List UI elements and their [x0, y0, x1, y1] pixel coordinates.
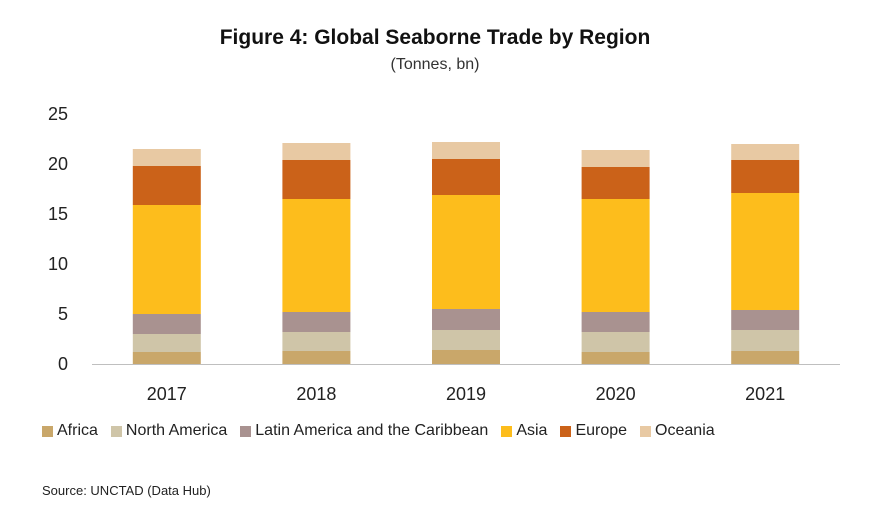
legend-label: Asia [516, 422, 548, 439]
source-note: Source: UNCTAD (Data Hub) [42, 483, 211, 498]
bar-segment [731, 310, 800, 330]
legend-item: Europe [560, 422, 627, 440]
bar-segment [731, 193, 800, 310]
y-tick-label: 25 [48, 104, 68, 124]
bar-segment [282, 199, 351, 312]
y-tick-label: 5 [58, 304, 68, 324]
legend-item: North America [110, 422, 228, 440]
legend-swatch [110, 425, 122, 437]
legend-swatch [240, 425, 252, 437]
y-tick-label: 20 [48, 154, 68, 174]
stacked-bar-chart: 0 5 10 15 20 25 2017 2018 2019 2020 2021 [48, 104, 840, 404]
legend-item: Oceania [640, 422, 715, 440]
bar-segment [282, 351, 351, 364]
bar-segment [282, 160, 351, 199]
bars [132, 142, 800, 364]
x-axis: 2017 2018 2019 2020 2021 [147, 384, 785, 404]
legend-item: Latin America and the Caribbean [240, 422, 488, 440]
bar-segment [581, 199, 650, 312]
bar-segment [432, 195, 500, 309]
legend-swatch [640, 425, 652, 437]
y-tick-label: 10 [48, 254, 68, 274]
bar-segment [731, 351, 800, 364]
bar-segment [282, 143, 351, 160]
bar-segment [282, 332, 351, 351]
bar-segment [132, 205, 201, 314]
bar-segment [132, 166, 201, 205]
chart-subtitle: (Tonnes, bn) [390, 56, 480, 73]
y-axis: 0 5 10 15 20 25 [48, 104, 68, 374]
bar-segment [432, 142, 500, 159]
x-tick-label: 2018 [296, 384, 336, 404]
bar-segment [132, 334, 201, 352]
legend-label: Oceania [655, 422, 715, 439]
y-tick-label: 0 [58, 354, 68, 374]
bar-segment [581, 332, 650, 352]
x-tick-label: 2019 [446, 384, 486, 404]
bar-segment [132, 149, 201, 166]
bar-segment [432, 309, 500, 330]
legend-label: Africa [57, 422, 98, 439]
x-tick-label: 2017 [147, 384, 187, 404]
legend-swatch [42, 425, 53, 437]
legend: Africa North America Latin America and the… [42, 422, 728, 440]
legend-swatch [560, 425, 572, 437]
legend-label: Latin America and the Caribbean [255, 422, 489, 439]
bar-segment [581, 352, 650, 364]
x-tick-label: 2021 [745, 384, 785, 404]
bar-segment [432, 330, 500, 350]
legend-item: Asia [501, 422, 547, 440]
bar-segment [581, 150, 650, 167]
bar-segment [731, 144, 800, 160]
bar-segment [132, 352, 201, 364]
chart-title: Figure 4: Global Seaborne Trade by Regio… [219, 26, 651, 49]
bar-segment [731, 160, 800, 193]
legend-label: North America [125, 422, 228, 439]
bar-segment [282, 312, 351, 332]
bar-segment [432, 350, 500, 364]
bar-segment [432, 159, 500, 195]
legend-item: Africa [42, 422, 98, 440]
bar-segment [132, 314, 201, 334]
legend-swatch [501, 425, 513, 437]
y-tick-label: 15 [48, 204, 68, 224]
bar-segment [731, 330, 800, 351]
legend-label: Europe [575, 422, 628, 439]
bar-segment [581, 167, 650, 199]
bar-segment [581, 312, 650, 332]
x-tick-label: 2020 [596, 384, 636, 404]
